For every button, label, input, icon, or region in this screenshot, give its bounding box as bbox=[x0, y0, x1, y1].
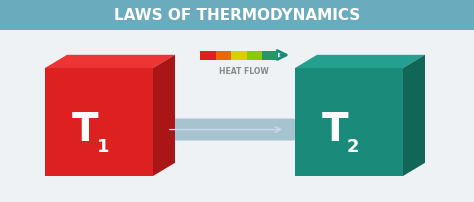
Bar bbox=[247, 50, 263, 60]
Text: HEAT FLOW: HEAT FLOW bbox=[219, 67, 269, 76]
FancyBboxPatch shape bbox=[152, 119, 296, 141]
Polygon shape bbox=[403, 55, 425, 176]
Text: 2: 2 bbox=[347, 138, 360, 156]
Text: LAWS OF THERMODYNAMICS: LAWS OF THERMODYNAMICS bbox=[114, 7, 360, 22]
Polygon shape bbox=[295, 68, 403, 176]
Bar bbox=[200, 50, 216, 60]
Bar bbox=[216, 50, 232, 60]
Polygon shape bbox=[295, 55, 425, 68]
Bar bbox=[231, 50, 247, 60]
Text: T: T bbox=[72, 110, 98, 148]
Polygon shape bbox=[153, 55, 175, 176]
Text: 1: 1 bbox=[97, 138, 109, 156]
Bar bbox=[263, 50, 279, 60]
Text: T: T bbox=[322, 110, 348, 148]
Polygon shape bbox=[45, 68, 153, 176]
Bar bbox=[0, 0, 474, 30]
Polygon shape bbox=[45, 55, 175, 68]
